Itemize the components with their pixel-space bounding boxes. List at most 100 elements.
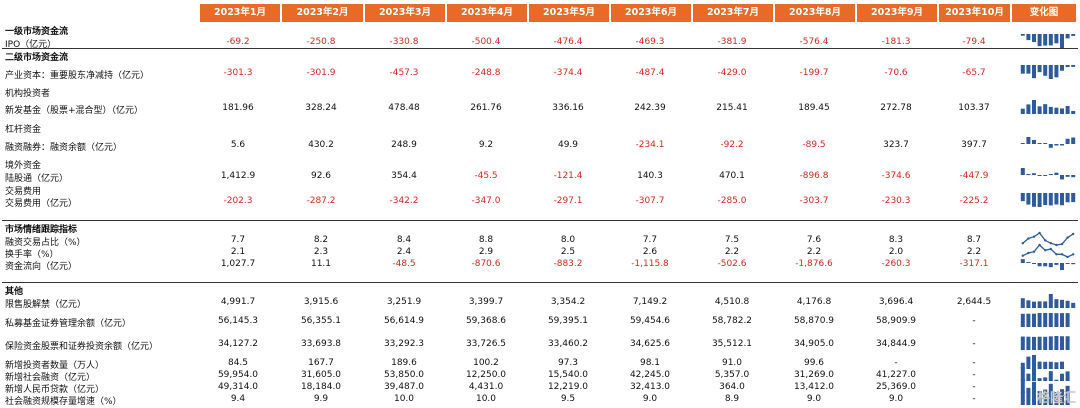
table-cell: -576.4 xyxy=(799,37,829,47)
table-cell: 140.3 xyxy=(637,171,663,181)
table-cell: 58,782.2 xyxy=(711,316,753,326)
row-label: 机构投资者 xyxy=(5,89,51,99)
table-cell: 49.9 xyxy=(557,140,579,150)
table-cell: - xyxy=(972,316,976,326)
table-cell: -429.0 xyxy=(717,68,747,78)
section-divider xyxy=(2,282,1078,283)
sparkline-bar xyxy=(1026,104,1031,114)
table-cell: 3,251.9 xyxy=(386,297,422,307)
sparkline-bar xyxy=(1060,389,1064,393)
table-cell: 2.2 xyxy=(966,247,982,257)
table-cell: -883.2 xyxy=(553,259,583,269)
row-label: 交易费用（亿元） xyxy=(5,199,78,209)
table-cell: 1,027.7 xyxy=(220,259,256,269)
table-cell: 10.0 xyxy=(475,394,497,404)
sparkline-bar xyxy=(1037,65,1042,73)
row-label: 新增投资者数量（万人） xyxy=(5,361,105,371)
sparkline-bar xyxy=(1054,172,1059,175)
row-label: 产业资本：重要股东净减持（亿元） xyxy=(5,71,150,81)
sparkline-bar xyxy=(1026,356,1031,369)
sparkline-bar xyxy=(1032,173,1036,175)
row-label: 换手率（%） xyxy=(5,250,59,260)
sparkline-point xyxy=(1049,247,1052,251)
sparkline-bar xyxy=(1043,175,1048,176)
table-cell: 9.4 xyxy=(230,394,246,404)
sparkline-bar xyxy=(1065,193,1070,203)
section-heading: 一级市场资金流 xyxy=(5,27,69,37)
table-cell: 92.6 xyxy=(310,171,332,181)
sparkline-chart xyxy=(1020,34,1076,48)
table-cell: 272.78 xyxy=(880,103,912,113)
sparkline-point xyxy=(1027,251,1030,255)
table-cell: 2.4 xyxy=(396,247,412,257)
table-cell: 59,954.0 xyxy=(217,370,259,380)
table-cell: -199.7 xyxy=(799,68,829,78)
table-cell: 8.2 xyxy=(313,235,329,245)
table-cell: 2.3 xyxy=(313,247,329,257)
sparkline-bar xyxy=(1048,294,1053,308)
sparkline-bar xyxy=(1032,355,1036,369)
sparkline-bar xyxy=(1026,373,1031,381)
table-cell: 9.2 xyxy=(478,140,494,150)
table-cell: 4,991.7 xyxy=(220,297,256,307)
table-cell: 7.7 xyxy=(642,235,658,245)
sparkline-point xyxy=(1055,253,1058,256)
sparkline-bar xyxy=(1060,34,1064,48)
sparkline-bar xyxy=(1048,371,1053,381)
sparkline-bar xyxy=(1071,263,1076,265)
sparkline-bar xyxy=(1020,108,1025,114)
table-cell: 470.1 xyxy=(719,171,745,181)
sparkline-bar xyxy=(1020,143,1025,144)
sparkline-bar xyxy=(1026,137,1031,144)
sparkline-bar xyxy=(1043,263,1048,267)
sparkline-bar xyxy=(1037,391,1042,405)
column-header-month: 2023年9月 xyxy=(857,4,937,22)
sparkline-bar xyxy=(1037,263,1042,267)
table-cell: -502.6 xyxy=(717,259,747,269)
sparkline-bar xyxy=(1060,263,1064,270)
table-cell: -469.3 xyxy=(635,37,665,47)
table-cell: 3,354.2 xyxy=(550,297,586,307)
table-cell: -250.8 xyxy=(306,37,336,47)
sparkline-bar xyxy=(1071,193,1076,203)
sparkline-bar xyxy=(1032,301,1036,308)
table-cell: 397.7 xyxy=(961,140,987,150)
table-cell: 3,696.4 xyxy=(878,297,914,307)
table-cell: 25,369.0 xyxy=(875,382,917,392)
table-cell: 4,431.0 xyxy=(468,382,504,392)
table-cell: -1,115.8 xyxy=(631,259,669,269)
sparkline-point xyxy=(1055,243,1058,247)
sparkline-bar xyxy=(1071,137,1076,144)
sparkline-bar xyxy=(1020,168,1025,175)
table-cell: -230.3 xyxy=(881,196,911,206)
table-cell: -1,876.6 xyxy=(795,259,833,269)
table-cell: -317.1 xyxy=(959,259,989,269)
table-cell: 7.6 xyxy=(806,235,822,245)
section-divider xyxy=(2,220,1078,221)
table-cell: 167.7 xyxy=(308,358,334,368)
sparkline-bar xyxy=(1020,367,1025,381)
sparkline-bar xyxy=(1032,34,1036,43)
sparkline-point xyxy=(1072,253,1075,256)
sparkline-bar xyxy=(1048,392,1053,405)
sparkline-bar xyxy=(1032,139,1036,144)
table-cell: 100.2 xyxy=(473,358,499,368)
sparkline-bar xyxy=(1043,34,1048,46)
table-cell: -89.5 xyxy=(802,140,826,150)
table-cell: 2.0 xyxy=(888,247,904,257)
column-header-month: 2023年5月 xyxy=(529,4,609,22)
sparkline-point xyxy=(1060,253,1064,256)
table-cell: 98.1 xyxy=(639,358,661,368)
sparkline-bar xyxy=(1043,389,1048,393)
table-cell: -65.7 xyxy=(962,68,986,78)
table-cell: 84.5 xyxy=(227,358,249,368)
table-cell: 33,693.8 xyxy=(300,339,342,349)
sparkline-bar xyxy=(1054,313,1059,327)
table-cell: 8.4 xyxy=(396,235,412,245)
row-label: 新发基金（股票+混合型）（亿元） xyxy=(5,106,144,116)
column-header-month: 2023年8月 xyxy=(775,4,855,22)
sparkline-bar xyxy=(1026,34,1031,41)
sparkline-chart xyxy=(1020,137,1076,148)
table-cell: 189.6 xyxy=(391,358,417,368)
table-cell: 9.9 xyxy=(313,394,329,404)
